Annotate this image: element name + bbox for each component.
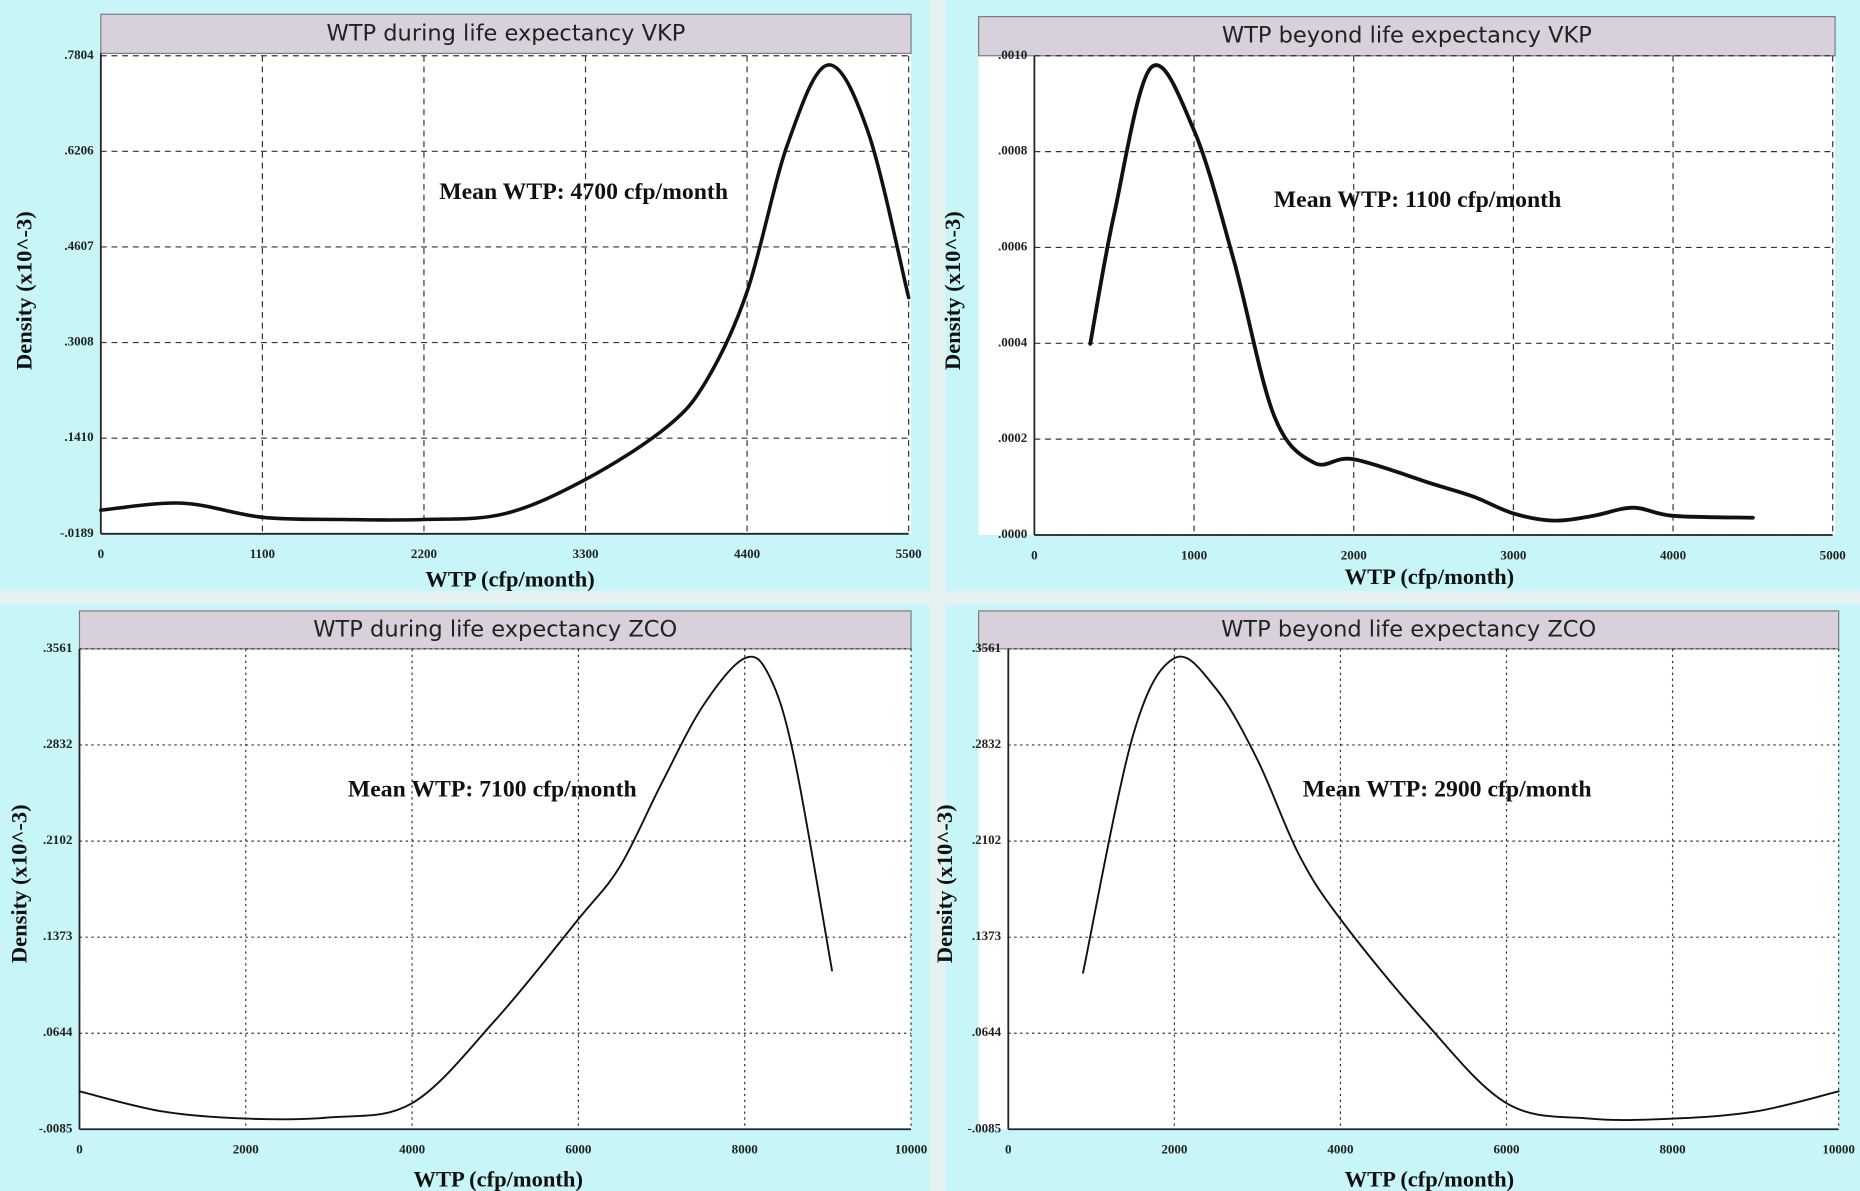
x-tick-label: 2000 xyxy=(1341,547,1368,562)
x-tick-label: 0 xyxy=(98,546,105,561)
title-bar xyxy=(78,610,912,650)
y-tick-label: .7804 xyxy=(64,47,94,62)
title-bar xyxy=(100,13,912,54)
y-tick-label: .0000 xyxy=(998,526,1028,541)
title-bar xyxy=(978,16,1836,57)
y-tick-label: .3008 xyxy=(64,334,94,349)
x-tick-label: 3000 xyxy=(1500,547,1527,562)
y-tick-label: -.0085 xyxy=(39,1120,73,1135)
x-tick-label: 4000 xyxy=(1327,1142,1354,1157)
line-series xyxy=(99,63,911,522)
x-tick-label: 5000 xyxy=(1820,547,1847,562)
chart-title: WTP beyond life expectancy ZCO xyxy=(1221,616,1596,642)
chart-title: WTP during life expectancy ZCO xyxy=(313,616,677,642)
x-tick-label: 4000 xyxy=(1660,547,1687,562)
y-tick-label: .0008 xyxy=(998,143,1028,158)
y-tick-label: .0002 xyxy=(998,430,1027,445)
y-tick-label: .3561 xyxy=(43,640,72,655)
x-tick-label: 4400 xyxy=(734,546,761,561)
y-tick-label: -.0189 xyxy=(60,525,94,540)
y-axis-label: Density (x10^-3) xyxy=(7,804,32,963)
divider xyxy=(0,591,1860,605)
y-tick-label: .2102 xyxy=(43,832,72,847)
x-tick-label: 8000 xyxy=(732,1142,759,1157)
line-series xyxy=(78,655,833,1121)
y-tick-label: -.0085 xyxy=(968,1120,1002,1135)
x-tick-label: 0 xyxy=(76,1142,83,1157)
chart-panel: WTP during life expectancy VKP -.0189 .141… xyxy=(11,13,923,591)
x-axis-label: WTP (cfp/month) xyxy=(1345,1167,1515,1191)
plot-area xyxy=(978,648,1839,1130)
annotation: Mean WTP: 7100 cfp/month xyxy=(348,777,637,803)
y-axis-label: Density (x10^-3) xyxy=(940,211,965,370)
x-tick-label: 2000 xyxy=(1161,1142,1188,1157)
y-tick-label: .0010 xyxy=(998,47,1028,62)
y-tick-label: .2832 xyxy=(43,736,72,751)
plot-area xyxy=(79,648,912,1130)
y-axis-label: Density (x10^-3) xyxy=(932,804,957,963)
x-tick-label: 0 xyxy=(1005,1142,1012,1157)
y-tick-label: .0006 xyxy=(998,238,1028,253)
x-tick-label: 3300 xyxy=(572,546,599,561)
chart-title: WTP during life expectancy VKP xyxy=(327,20,686,46)
y-tick-label: .1373 xyxy=(43,928,73,943)
annotation: Mean WTP: 1100 cfp/month xyxy=(1274,187,1562,213)
x-axis-label: WTP (cfp/month) xyxy=(413,1167,582,1191)
y-tick-label: .2102 xyxy=(972,832,1001,847)
annotation: Mean WTP: 4700 cfp/month xyxy=(439,179,728,205)
line-series xyxy=(1088,63,1755,523)
chart-panel: WTP during life expectancy ZCO -.0085 .064… xyxy=(7,610,928,1191)
y-axis-label: Density (x10^-3) xyxy=(11,211,36,370)
x-tick-label: 0 xyxy=(1031,547,1038,562)
y-tick-label: .3561 xyxy=(972,640,1001,655)
x-tick-label: 2200 xyxy=(411,546,438,561)
x-tick-label: 6000 xyxy=(565,1142,592,1157)
x-tick-label: 6000 xyxy=(1493,1142,1520,1157)
x-tick-label: 1000 xyxy=(1181,547,1208,562)
plot-area xyxy=(100,53,912,534)
chart-title: WTP beyond life expectancy VKP xyxy=(1222,23,1592,49)
x-axis-label: WTP (cfp/month) xyxy=(425,566,595,591)
x-tick-label: 10000 xyxy=(1822,1142,1855,1157)
line-series xyxy=(1082,655,1840,1122)
x-tick-label: 5500 xyxy=(896,546,923,561)
y-tick-label: .0644 xyxy=(972,1024,1002,1039)
x-tick-label: 10000 xyxy=(895,1142,928,1157)
y-tick-label: .0644 xyxy=(43,1024,73,1039)
y-tick-label: .1373 xyxy=(972,928,1002,943)
y-tick-label: .0004 xyxy=(998,334,1028,349)
x-tick-label: 2000 xyxy=(233,1142,260,1157)
plot-area xyxy=(978,55,1836,535)
y-tick-label: .1410 xyxy=(64,429,94,444)
x-tick-label: 4000 xyxy=(399,1142,426,1157)
chart-panel: WTP beyond life expectancy ZCO -.0085 .064… xyxy=(932,610,1855,1191)
annotation: Mean WTP: 2900 cfp/month xyxy=(1303,777,1592,803)
x-axis-label: WTP (cfp/month) xyxy=(1345,564,1515,589)
y-tick-label: .2832 xyxy=(972,736,1001,751)
title-bar xyxy=(978,610,1840,650)
y-tick-label: .6206 xyxy=(64,142,94,157)
x-tick-label: 8000 xyxy=(1660,1142,1687,1157)
chart-panel: WTP beyond life expectancy VKP .0000 .0002… xyxy=(940,16,1847,589)
y-tick-label: .4607 xyxy=(64,238,94,253)
panels: WTP during life expectancy VKP -.0189 .141… xyxy=(7,13,1855,1191)
x-tick-label: 1100 xyxy=(250,546,276,561)
